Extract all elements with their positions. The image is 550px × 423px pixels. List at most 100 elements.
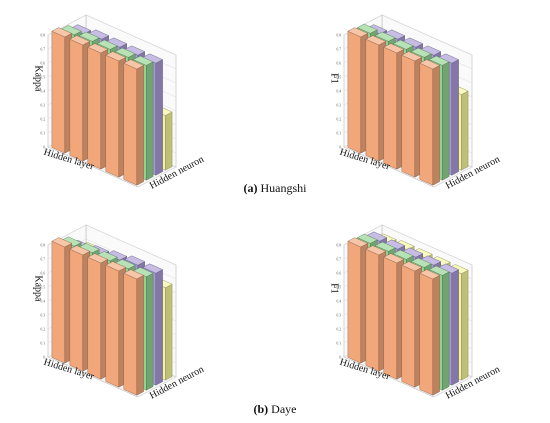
floor-gridline xyxy=(137,376,177,398)
floor-gridline xyxy=(433,376,473,398)
bar-side xyxy=(442,61,450,181)
bar-top xyxy=(419,59,441,70)
bar-top xyxy=(428,55,450,66)
bar-orange-4 xyxy=(105,51,127,178)
caption-a-text: Huangshi xyxy=(257,181,307,195)
bar-top xyxy=(392,39,414,50)
y-tick-label: 0.7 xyxy=(41,48,46,52)
bar-orange-3 xyxy=(383,253,405,380)
y-tick-label: 0.7 xyxy=(337,48,342,52)
chart-huangshi-kappa: 0 0.1 0.2 0.3 0.4 0.5 0.6 0.7 0.8 Kappa Hidden lay… xyxy=(8,4,243,199)
y-tick-label: 0.3 xyxy=(337,314,342,318)
caption-b-text: Daye xyxy=(268,402,297,416)
y-axis-label: F1 xyxy=(328,73,339,84)
y-tick-label: 0.4 xyxy=(41,90,46,94)
bar-side xyxy=(451,59,459,176)
bar-top xyxy=(383,43,405,54)
y-tick-label: 0.1 xyxy=(337,132,342,136)
caption-a-letter: (a) xyxy=(243,181,258,195)
bar-front xyxy=(347,30,361,154)
caption-b-letter: (b) xyxy=(253,402,269,416)
bar-top xyxy=(87,253,109,264)
bar-orange-2 xyxy=(69,245,91,372)
y-tick-label: 0.1 xyxy=(41,132,46,136)
bar-top xyxy=(374,31,396,42)
bar-top xyxy=(401,51,423,62)
bar-side xyxy=(432,65,440,186)
bar-top xyxy=(428,265,450,276)
bar-top xyxy=(123,269,145,280)
bar-side xyxy=(432,275,440,396)
bar-orange-5 xyxy=(123,59,145,186)
bar-top xyxy=(51,27,73,38)
y-tick-label: 0.4 xyxy=(337,90,342,94)
bar-top xyxy=(114,47,136,58)
bar-side xyxy=(461,90,469,171)
bar-front xyxy=(365,38,380,162)
bar-orange-5 xyxy=(419,269,441,396)
chart-daye-kappa: 0 0.1 0.2 0.3 0.4 0.5 0.6 0.7 0.8 Kappa Hidden lay… xyxy=(8,214,243,409)
bar-side xyxy=(461,269,469,381)
y-tick-label: 0.6 xyxy=(41,272,46,276)
bar-front xyxy=(105,264,120,388)
y-tick-label: 0.8 xyxy=(337,34,342,38)
bar-top xyxy=(356,23,378,34)
bar-top xyxy=(410,47,432,58)
bar-top xyxy=(78,31,100,42)
bar-top xyxy=(365,35,387,46)
bar-top xyxy=(87,43,109,54)
y-axis-label: F1 xyxy=(328,283,339,294)
bar-orange-5 xyxy=(419,59,441,186)
bar-orange-4 xyxy=(401,261,423,388)
bar-orange-4 xyxy=(401,51,423,178)
y-tick-label: 0.3 xyxy=(41,314,46,318)
bar-top xyxy=(356,233,378,244)
y-axis-label: Kappa xyxy=(32,275,43,302)
y-tick-label: 0.5 xyxy=(337,76,342,80)
y-tick-label: 0 xyxy=(43,356,45,360)
bar-orange-2 xyxy=(365,35,387,162)
bar-side xyxy=(146,272,154,391)
bar-front xyxy=(347,240,361,364)
bar-top xyxy=(69,245,91,256)
caption-a: (a) Huangshi xyxy=(0,181,550,196)
bar-orange-4 xyxy=(105,261,127,388)
bar-orange-3 xyxy=(383,43,405,170)
bar-front xyxy=(401,54,416,178)
bar-orange-3 xyxy=(87,43,109,170)
bar-top xyxy=(142,263,164,274)
y-tick-label: 0.2 xyxy=(337,328,342,332)
bar-top xyxy=(419,269,441,280)
chart-huangshi-f1: 0 0.1 0.2 0.3 0.4 0.5 0.6 0.7 0.8 F1 Hidden layer H… xyxy=(304,4,539,199)
y-tick-label: 0.8 xyxy=(41,244,46,248)
bar-side xyxy=(155,269,163,386)
bar-front xyxy=(51,240,65,364)
bar-side xyxy=(155,59,163,176)
bar-front xyxy=(419,272,434,396)
bar-side xyxy=(136,65,144,186)
bar-top xyxy=(124,255,146,266)
bar-side xyxy=(442,271,450,391)
bar-front xyxy=(383,46,398,170)
bar-top xyxy=(105,261,127,272)
y-tick-label: 0.2 xyxy=(337,118,342,122)
bar-front xyxy=(401,264,416,388)
bar-side xyxy=(136,275,144,396)
bar-front xyxy=(105,54,120,178)
bar-top xyxy=(392,249,414,260)
bar-top xyxy=(347,237,369,248)
bar-top xyxy=(374,241,396,252)
y-tick-label: 0.5 xyxy=(41,286,46,290)
y-tick-label: 0.2 xyxy=(41,118,46,122)
bar-side xyxy=(146,61,154,181)
bar-top xyxy=(132,55,154,66)
y-tick-label: 0.8 xyxy=(337,244,342,248)
bar-orange-1 xyxy=(51,27,73,154)
y-tick-label: 0.7 xyxy=(41,258,46,262)
y-tick-label: 0.2 xyxy=(41,328,46,332)
y-tick-label: 0 xyxy=(339,356,341,360)
bar-top xyxy=(105,51,127,62)
